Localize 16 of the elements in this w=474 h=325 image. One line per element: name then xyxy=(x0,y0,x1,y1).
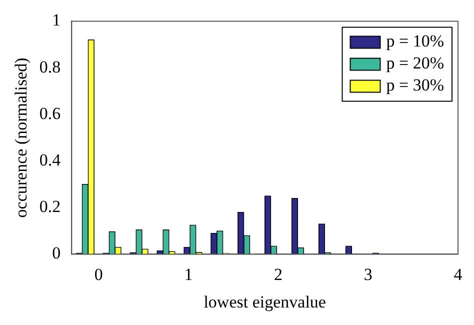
legend-label: p = 30% xyxy=(386,76,444,95)
legend-label: p = 10% xyxy=(386,32,444,51)
x-tick-label: 0 xyxy=(94,264,103,284)
x-tick-label: 2 xyxy=(274,264,283,284)
x-tick-label: 3 xyxy=(364,264,372,284)
y-tick-label: 0.2 xyxy=(39,197,61,216)
legend-label: p = 20% xyxy=(386,54,444,73)
x-tick-label: 1 xyxy=(184,264,193,284)
y-tick-label: 1 xyxy=(52,10,61,30)
y-tick-label: 0.4 xyxy=(39,150,62,170)
y-tick-label: 0.8 xyxy=(39,57,61,76)
y-tick-label: 0.6 xyxy=(39,104,61,123)
y-axis-title: occurence (normalised) xyxy=(12,58,31,218)
x-axis-title: lowest eigenvalue xyxy=(204,292,326,312)
x-tick-label: 4 xyxy=(454,264,463,284)
y-tick-label: 0 xyxy=(52,244,61,263)
